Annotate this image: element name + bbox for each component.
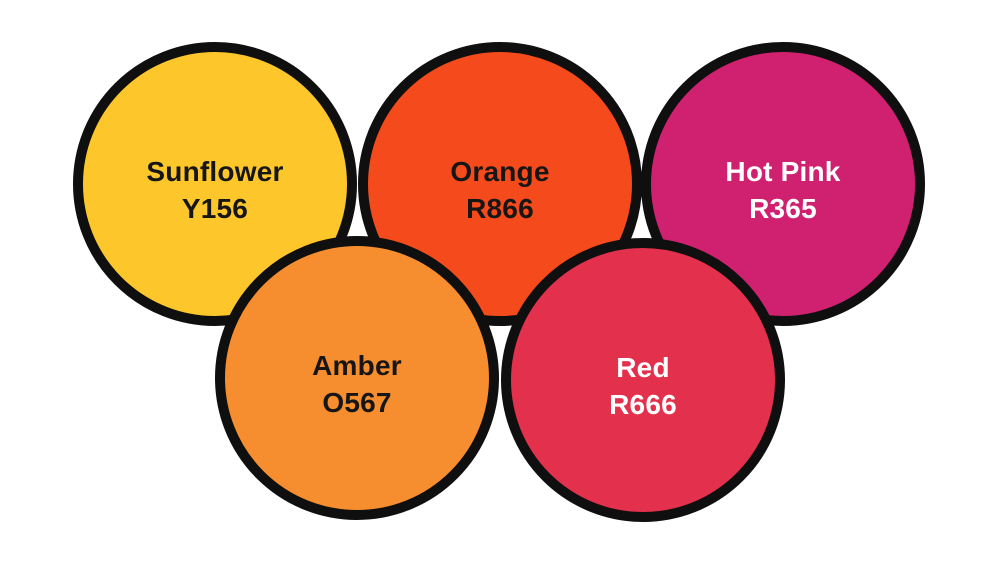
swatch-sunflower: Sunflower Y156 xyxy=(73,42,357,326)
swatch-code: R365 xyxy=(749,193,817,224)
swatch-name: Amber xyxy=(312,350,402,382)
swatch-code: R666 xyxy=(609,389,677,420)
swatch-name: Sunflower xyxy=(146,156,284,188)
swatch-name: Orange xyxy=(450,156,550,188)
swatch-code: Y156 xyxy=(181,193,249,224)
swatch-red: Red R666 xyxy=(501,238,785,522)
swatch-label: Sunflower Y156 xyxy=(146,154,283,228)
swatch-label: Hot Pink R365 xyxy=(725,154,840,228)
swatch-code: R866 xyxy=(466,193,534,224)
swatch-name: Hot Pink xyxy=(725,156,841,188)
swatch-label: Red R666 xyxy=(609,350,677,424)
swatch-label: Amber O567 xyxy=(312,348,402,422)
swatch-code: O567 xyxy=(322,387,392,418)
swatch-name: Red xyxy=(616,352,670,384)
swatch-label: Orange R866 xyxy=(450,154,549,228)
swatch-amber: Amber O567 xyxy=(215,236,499,520)
